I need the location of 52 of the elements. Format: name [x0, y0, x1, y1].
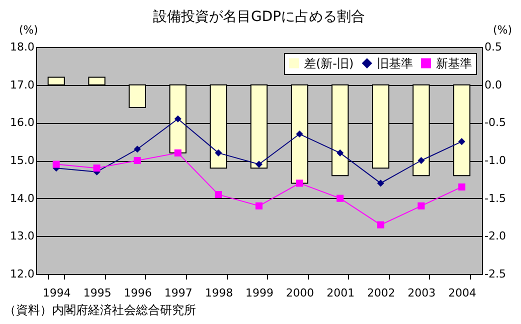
y2-tick-label: -1.5: [484, 192, 506, 205]
legend-label: 新基準: [436, 56, 472, 70]
y-tick-label: 18.0: [10, 40, 34, 54]
y-tick-label: 14.0: [10, 192, 34, 205]
point: [255, 160, 263, 168]
y-tick-label: 17.0: [10, 78, 34, 92]
legend-label: 旧基準: [377, 56, 413, 70]
x-tick-label: 2004: [448, 286, 476, 300]
x-tick-label: 1996: [124, 286, 152, 300]
x-tick-label: 1998: [204, 286, 233, 300]
x-tick-label: 1997: [164, 286, 192, 300]
legend-label: 差(新-旧): [304, 56, 354, 70]
x-tick-label: 2003: [408, 286, 436, 300]
y-tick-label: 16.0: [10, 116, 34, 130]
point: [336, 149, 344, 156]
point: [458, 138, 466, 146]
point: [418, 202, 425, 210]
point: [174, 115, 182, 122]
y-tick-label: 13.0: [10, 230, 34, 243]
y2-tick-label: 0.0: [484, 78, 502, 92]
point: [214, 149, 222, 156]
point: [134, 156, 141, 164]
point: [377, 221, 384, 228]
point: [174, 149, 182, 156]
point: [296, 130, 304, 138]
point: [93, 164, 100, 172]
x-tick-label: 2001: [326, 286, 355, 300]
y2-axis-title: (%): [492, 24, 512, 36]
y-axis-title: (%): [18, 24, 38, 36]
point: [336, 194, 344, 202]
y2-tick-label: -2.0: [484, 230, 506, 243]
y-tick-label: 15.0: [10, 154, 34, 167]
point: [458, 183, 466, 191]
point: [255, 202, 263, 210]
x-tick-label: 1995: [83, 286, 112, 300]
point: [134, 146, 141, 153]
point: [296, 180, 304, 187]
y2-tick-label: -0.5: [484, 116, 506, 130]
y2-tick-label: -1.0: [484, 154, 506, 167]
text: （資料）内閣府経済社会総合研究所: [4, 302, 196, 319]
point: [418, 156, 425, 164]
point: [377, 180, 384, 187]
x-tick-label: 1994: [42, 286, 71, 300]
chart-title: 設備投資が名目GDPに占める割合: [152, 9, 366, 25]
point: [214, 191, 222, 198]
x-tick-label: 1999: [246, 286, 274, 300]
x-tick-label: 2000: [286, 286, 314, 300]
point: [52, 160, 60, 168]
y2-tick-label: 0.5: [484, 40, 502, 54]
y2-tick-label: -2.5: [484, 268, 506, 280]
x-tick-label: 2002: [367, 286, 396, 300]
y-tick-label: 12.0: [10, 268, 34, 280]
